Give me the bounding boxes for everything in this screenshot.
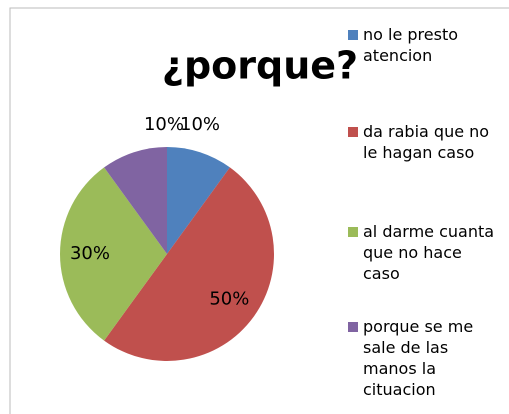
data-label: 50% [209, 288, 249, 309]
chart-title: ¿porque? [162, 44, 358, 88]
legend-label: no le presto atencion [363, 25, 459, 65]
legend-label: porque se me sale de las manos la cituac… [363, 317, 474, 399]
legend-label: al darme cuanta que no hace caso [363, 222, 495, 283]
pie-slice [104, 167, 274, 361]
pie-slice [167, 147, 230, 254]
pie-slice [59, 167, 168, 341]
pie-slice [104, 147, 167, 254]
legend-label: da rabia que no le hagan caso [363, 122, 490, 162]
chart-border [9, 7, 509, 414]
legend-swatch [348, 322, 358, 332]
data-label: 10% [144, 114, 184, 135]
data-label: 10% [180, 114, 220, 135]
legend-swatch [348, 30, 358, 40]
data-label: 30% [70, 243, 110, 264]
legend-swatch [348, 227, 358, 237]
legend-swatch [348, 127, 358, 137]
